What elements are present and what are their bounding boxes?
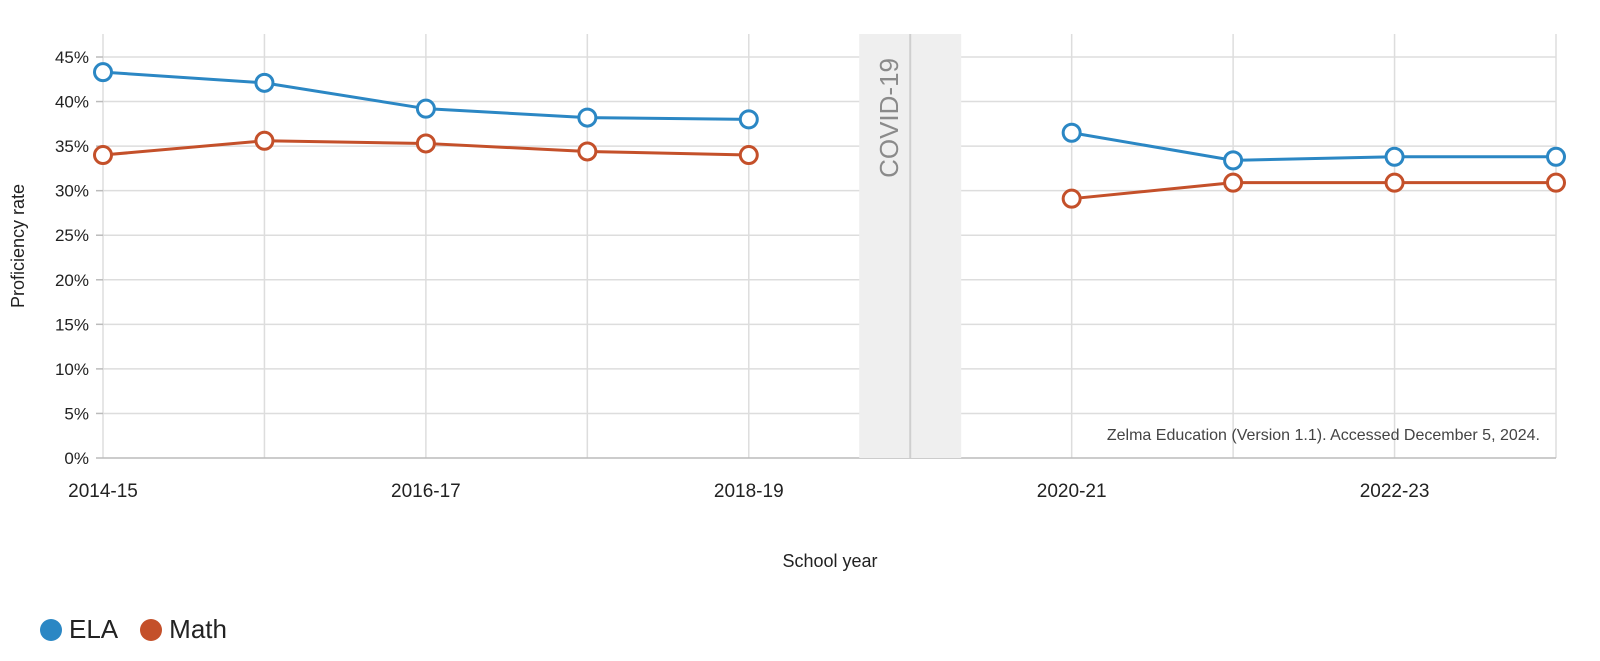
x-tick-label: 2020-21 — [1037, 481, 1107, 502]
series-math — [93, 130, 1566, 209]
point-math-2018-19[interactable] — [738, 145, 759, 166]
legend-label-ela: ELA — [69, 614, 119, 644]
y-tick-label: 35% — [55, 137, 89, 156]
point-math-2015-16[interactable] — [254, 130, 275, 151]
point-ela-2014-15[interactable] — [93, 62, 113, 83]
legend: ELA Math — [40, 614, 249, 645]
legend-swatch-math — [140, 618, 163, 641]
x-tick-label: 2022-23 — [1360, 481, 1430, 502]
point-math-2022-23[interactable] — [1384, 172, 1405, 193]
x-tick-label: 2018-19 — [714, 481, 784, 502]
grid — [96, 34, 1557, 459]
point-math-2020-21[interactable] — [1061, 188, 1082, 209]
point-ela-2018-19[interactable] — [738, 109, 759, 130]
point-math-2016-17[interactable] — [415, 133, 436, 154]
covid-label: COVID-19 — [874, 58, 904, 178]
x-tick-label: 2016-17 — [391, 481, 461, 502]
y-tick-label: 5% — [64, 404, 89, 423]
y-tick-label: 25% — [55, 226, 89, 245]
point-math-2014-15[interactable] — [93, 145, 113, 166]
x-axis-ticks: 2014-15 2016-17 2018-19 2020-21 2022-23 — [68, 481, 1429, 502]
y-axis-title: Proficiency rate — [8, 184, 28, 308]
y-tick-label: 45% — [55, 48, 89, 67]
point-ela-2022-23[interactable] — [1384, 146, 1405, 167]
point-math-2021-22[interactable] — [1223, 172, 1244, 193]
point-ela-2020-21[interactable] — [1061, 122, 1082, 143]
series-line-math — [1071, 181, 1556, 201]
x-tick-label: 2014-15 — [68, 481, 138, 502]
y-axis-ticks: 0% 5% 10% 15% 20% 25% 30% 35% 40% 45% — [55, 48, 89, 468]
legend-item-ela[interactable]: ELA — [40, 614, 118, 645]
y-tick-label: 0% — [64, 449, 89, 468]
y-tick-label: 30% — [55, 182, 89, 201]
x-axis-title: School year — [782, 551, 877, 571]
legend-label-math: Math — [169, 614, 227, 644]
legend-swatch-ela — [40, 618, 62, 641]
series-line-ela — [1071, 131, 1556, 162]
y-tick-label: 20% — [55, 271, 89, 290]
series-group — [93, 62, 1566, 209]
point-ela-2016-17[interactable] — [415, 98, 436, 119]
y-tick-label: 10% — [55, 360, 89, 379]
y-tick-label: 40% — [55, 93, 89, 112]
point-ela-2021-22[interactable] — [1223, 150, 1244, 171]
point-ela-2017-18[interactable] — [577, 107, 598, 128]
point-ela-2015-16[interactable] — [254, 72, 275, 93]
point-math-2017-18[interactable] — [577, 141, 598, 162]
source-note: Zelma Education (Version 1.1). Accessed … — [1107, 427, 1540, 444]
series-ela — [93, 62, 1566, 171]
legend-item-math[interactable]: Math — [140, 614, 227, 645]
point-math-2023-24[interactable] — [1546, 172, 1566, 193]
point-ela-2023-24[interactable] — [1546, 146, 1566, 167]
line-chart: COVID-19 0% 5% 10% 15% 20% 25% 30% 35% 40% 45% 20… — [8, 34, 1566, 571]
y-tick-label: 15% — [55, 315, 89, 334]
